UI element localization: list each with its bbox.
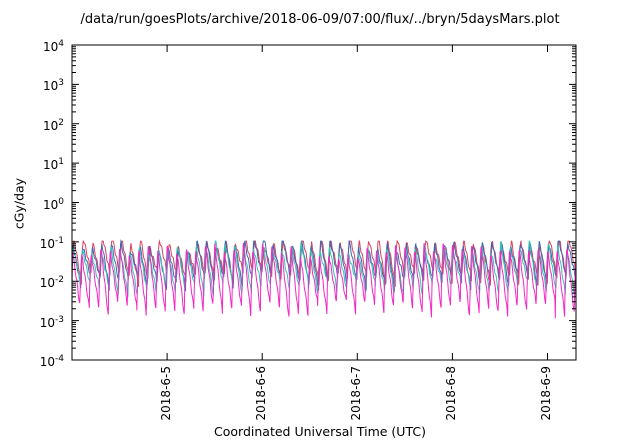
series-line-magenta — [71, 242, 577, 319]
y-tick-label: 10-3 — [39, 314, 64, 330]
y-tick-label: 104 — [42, 39, 64, 54]
y-tick-label: 10-4 — [39, 354, 64, 369]
y-tick-label: 101 — [42, 157, 64, 173]
plot-border — [71, 44, 577, 361]
x-tick-label-text: 2018-6-9 — [539, 366, 554, 421]
plot-title: /data/run/goesPlots/archive/2018-06-09/0… — [80, 12, 560, 27]
x-tick-label-text: 2018-6-6 — [254, 366, 269, 421]
x-tick-label-text: 2018-6-8 — [444, 366, 459, 421]
y-tick-label: 10-1 — [39, 235, 64, 251]
x-axis-label: Coordinated Universal Time (UTC) — [214, 424, 426, 439]
y-tick-label: 100 — [42, 196, 64, 212]
y-tick-label: 10-2 — [39, 275, 64, 291]
y-tick-label: 103 — [42, 78, 64, 94]
y-tick-label: 102 — [42, 117, 64, 133]
axis-ticks — [72, 44, 576, 361]
x-tick-label-text: 2018-6-5 — [159, 366, 174, 421]
series-line-steel-blue — [71, 239, 577, 292]
x-tick-label-text: 2018-6-7 — [349, 366, 364, 421]
